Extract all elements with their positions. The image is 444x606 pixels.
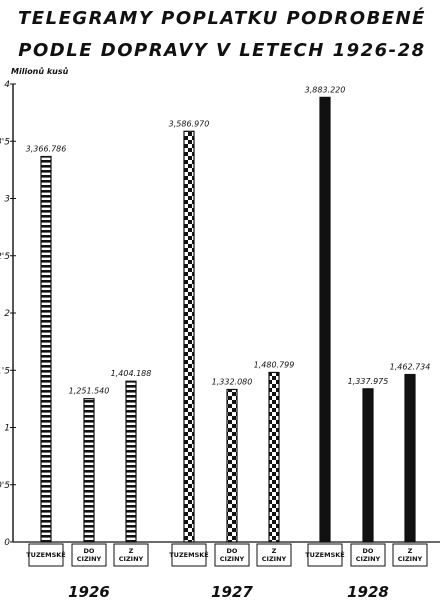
category-label-box xyxy=(392,543,428,567)
bar-1928-1 xyxy=(319,96,331,543)
y-tick-label: 3'5 xyxy=(0,137,10,147)
category-label-box xyxy=(350,543,386,567)
y-tick-label: 3 xyxy=(4,195,10,205)
bar-1928-3 xyxy=(404,373,416,543)
category-label: Z CIZINY xyxy=(262,547,287,563)
y-tick-label: 1'5 xyxy=(0,366,10,376)
bar-value-label: 1,462.734 xyxy=(390,363,431,372)
chart-title: TELEGRAMY POPLATKU PODROBENÉ xyxy=(18,8,426,29)
bar-1927-1 xyxy=(183,130,195,543)
bar-value-label: 3,366.786 xyxy=(26,145,67,154)
category-label: TUZEMSKÉ xyxy=(26,550,66,559)
year-label: 1928 xyxy=(347,583,389,601)
category-label-box xyxy=(113,543,149,567)
y-tick-label: 2'5 xyxy=(0,252,10,262)
bar-value-label: 1,404.188 xyxy=(111,369,152,378)
bar-value-label: 1,337.975 xyxy=(348,377,389,386)
category-label: Z CIZINY xyxy=(398,547,423,563)
y-tick-label: 0 xyxy=(4,538,10,548)
category-label-box xyxy=(71,543,107,567)
year-label: 1926 xyxy=(68,583,110,601)
category-label: TUZEMSKÉ xyxy=(305,550,345,559)
y-tick-label: 2 xyxy=(4,309,10,319)
y-tick-label: 4 xyxy=(4,80,10,90)
bar-value-label: 3,883.220 xyxy=(305,85,346,94)
bar-1928-2 xyxy=(362,388,374,543)
bar-value-label: 1,480.799 xyxy=(254,360,295,369)
category-label: TUZEMSKÉ xyxy=(169,550,209,559)
y-tick-label: 1 xyxy=(4,424,10,434)
category-label: DO CIZINY xyxy=(77,547,102,563)
category-label: DO CIZINY xyxy=(220,547,245,563)
category-label: DO CIZINY xyxy=(356,547,381,563)
category-label-box xyxy=(171,543,207,567)
bar-value-label: 3,586.970 xyxy=(169,119,210,128)
bar-1926-2 xyxy=(83,398,95,543)
bar-1926-3 xyxy=(125,380,137,543)
category-label-box xyxy=(256,543,292,567)
category-label-box xyxy=(307,543,343,567)
category-label-box xyxy=(214,543,250,567)
y-axis-label: Milionů kusů xyxy=(11,66,69,76)
year-label: 1927 xyxy=(211,583,253,601)
bar-value-label: 1,332.080 xyxy=(212,377,253,386)
bar-1926-1 xyxy=(40,155,52,543)
category-label: Z CIZINY xyxy=(119,547,144,563)
bar-1927-2 xyxy=(226,388,238,543)
y-tick-label: 0'5 xyxy=(0,481,10,491)
bar-value-label: 1,251.540 xyxy=(69,387,110,396)
category-label-box xyxy=(28,543,64,567)
bar-1927-3 xyxy=(268,371,280,543)
chart-subtitle: PODLE DOPRAVY V LETECH 1926-28 xyxy=(18,40,426,61)
